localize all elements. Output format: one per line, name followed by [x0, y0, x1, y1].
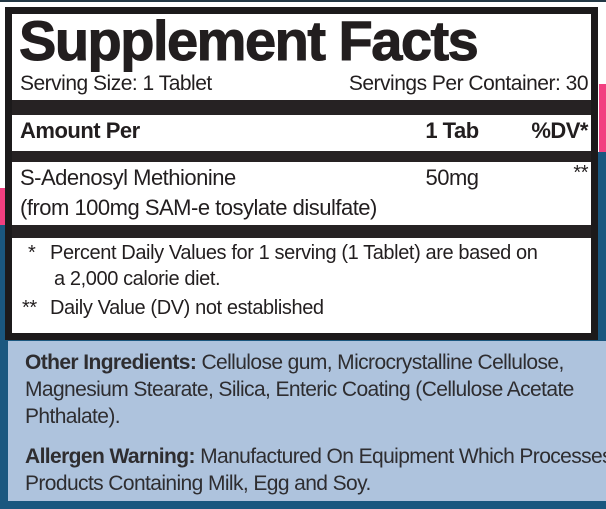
supplement-facts-panel: Supplement Facts Serving Size: 1 Tablet … [5, 7, 598, 340]
divider-bar-header [12, 151, 591, 162]
paragraph-spacer [25, 430, 606, 443]
allergen-warning-label: Allergen Warning: [25, 445, 195, 468]
allergen-warning-text: Manufactured On Equipment Which Processe… [194, 445, 606, 468]
other-ingredients-line1: Other Ingredients: Cellulose gum, Microc… [25, 349, 606, 376]
servings-per-container-label: Servings Per Container: 30 [348, 72, 589, 95]
allergen-warning-line2: Products Containing Milk, Egg and Soy. [25, 472, 371, 495]
serving-size-label: Serving Size: 1 Tablet [20, 72, 212, 95]
footnote-text: Percent Daily Values for 1 serving (1 Ta… [50, 242, 538, 264]
per-tab-column-label: 1 Tab [425, 118, 479, 143]
other-ingredients-text: Cellulose gum, Microcrystalline Cellulos… [196, 351, 564, 374]
info-box: Other Ingredients: Cellulose gum, Microc… [8, 341, 606, 501]
amount-per-label: Amount Per [20, 118, 140, 143]
divider-bar-thick-bottom [12, 225, 591, 238]
blue-stripe-right [598, 152, 606, 341]
nutrient-subtext: (from 100mg SAM-e tosylate disulfate) [20, 195, 377, 220]
footnote-dv-not-established: ** Daily Value (DV) not established [18, 297, 585, 320]
serving-row: Serving Size: 1 Tablet Servings Per Cont… [20, 72, 589, 96]
other-ingredients-line3: Phthalate). [25, 405, 121, 428]
nutrient-amount: 50mg [425, 165, 479, 190]
other-ingredients-line2: Magnesium Stearate, Silica, Enteric Coat… [25, 378, 574, 401]
dv-column-label: %DV* [531, 118, 588, 143]
column-header-row: Amount Per 1 Tab %DV* [20, 118, 588, 144]
allergen-warning-line1: Allergen Warning: Manufactured On Equipm… [25, 443, 606, 470]
pink-stripe-left [0, 188, 6, 226]
other-ingredients-label: Other Ingredients: [25, 351, 197, 374]
footnote-text: Daily Value (DV) not established [50, 297, 324, 319]
footnote-daily-values-line1: * Percent Daily Values for 1 serving (1 … [18, 242, 585, 265]
footnote-double-asterisk: ** [22, 297, 37, 319]
nutrient-row: S-Adenosyl Methionine 50mg [20, 165, 588, 191]
nutrient-name: S-Adenosyl Methionine [20, 165, 236, 190]
blue-stripe-left [0, 225, 6, 341]
panel-title: Supplement Facts [18, 9, 479, 72]
nutrient-dv: ** [573, 162, 588, 184]
footnote-asterisk: * [28, 242, 36, 264]
divider-bar-thick-top [12, 100, 591, 115]
pink-stripe-right [599, 84, 606, 153]
top-edge-line [0, 0, 606, 2]
footnote-daily-values-line2: a 2,000 calorie diet. [54, 268, 221, 290]
